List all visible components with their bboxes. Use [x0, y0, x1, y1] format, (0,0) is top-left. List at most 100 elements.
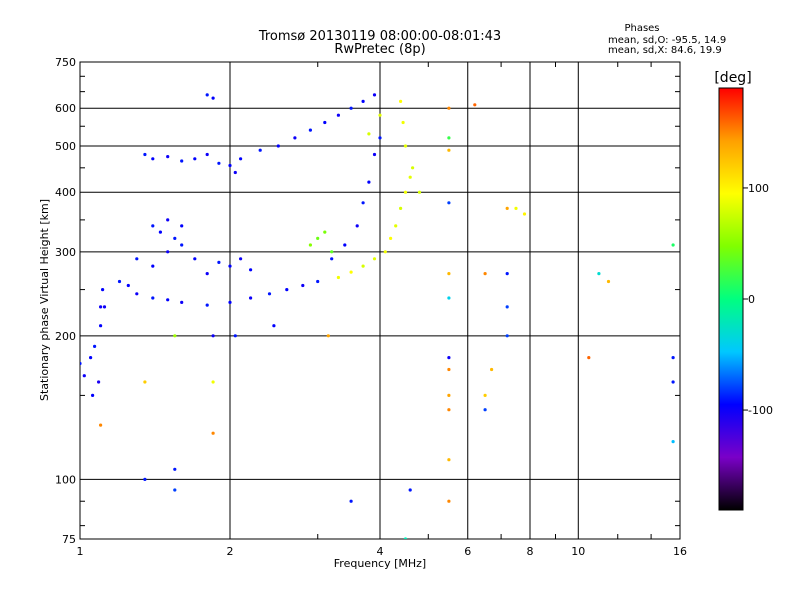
data-point-scattered [447, 458, 451, 462]
data-point-o [93, 344, 97, 348]
data-point-scattered [447, 393, 451, 397]
data-point-scattered [173, 334, 177, 338]
data-point-o [151, 264, 155, 268]
data-point-x [316, 236, 320, 240]
data-point-scattered [447, 499, 451, 503]
data-point-o [372, 152, 377, 157]
colorbar-tick-label: -100 [748, 404, 773, 417]
data-point-scattered [349, 499, 353, 503]
data-point-scattered [447, 106, 451, 110]
colorbar [718, 87, 744, 511]
data-point-o [228, 300, 232, 304]
data-point-scattered [606, 279, 611, 284]
data-point-x [403, 144, 408, 148]
data-point-scattered [417, 190, 422, 194]
data-point-o [143, 152, 147, 157]
data-point-scattered [99, 305, 103, 309]
data-point-o [355, 224, 359, 228]
data-point-o [97, 380, 101, 384]
data-point-scattered [671, 380, 675, 384]
data-point-x [399, 99, 403, 103]
data-point-scattered [447, 356, 451, 360]
data-points [80, 93, 675, 539]
data-point-o [361, 99, 365, 103]
data-point-x [378, 113, 382, 117]
y-tick-label: 400 [55, 186, 76, 199]
data-point-o [205, 272, 209, 276]
data-point-o [343, 243, 347, 247]
data-point-scattered [490, 367, 494, 372]
data-point-scattered [447, 148, 451, 152]
data-point-o [293, 136, 297, 140]
data-point-o [336, 113, 340, 117]
y-tick-label: 750 [55, 56, 76, 69]
data-point-x [401, 120, 405, 125]
phase-stats-o: mean, sd,O: -95.5, 14.9 [608, 35, 726, 46]
data-point-o [102, 305, 107, 309]
data-point-o [205, 303, 209, 307]
data-point-x [308, 243, 312, 247]
y-tick-label: 100 [55, 473, 76, 486]
data-point-o [151, 224, 155, 228]
data-point-o [211, 96, 215, 100]
data-point-o [166, 250, 170, 254]
data-point-scattered [211, 380, 215, 384]
data-point-o [239, 157, 243, 161]
data-point-scattered [403, 537, 408, 539]
grid-lines [80, 62, 680, 539]
data-point-o [372, 93, 377, 97]
y-tick-label: 500 [55, 140, 76, 153]
data-point-o [91, 393, 95, 397]
data-point-o [316, 279, 320, 284]
data-point-x [383, 250, 387, 254]
data-point-o [239, 257, 243, 261]
colorbar-tick-label: 100 [748, 182, 769, 195]
data-point-o [378, 136, 382, 140]
data-point-o [151, 157, 155, 161]
x-tick-label: 2 [227, 545, 234, 558]
data-point-o [233, 334, 237, 338]
y-axis-label: Stationary phase Virtual Height [km] [38, 199, 51, 401]
data-point-scattered [326, 334, 330, 338]
data-point-o [166, 155, 170, 159]
data-point-scattered [671, 356, 675, 360]
y-tick-label: 75 [62, 533, 76, 546]
data-point-scattered [173, 467, 177, 471]
data-point-o [193, 257, 197, 261]
data-point-o [330, 257, 334, 261]
x-tick-label: 1 [77, 545, 84, 558]
data-point-o [166, 218, 170, 222]
data-point-o [249, 296, 253, 300]
data-point-x [330, 250, 334, 254]
data-point-x [408, 175, 412, 179]
data-point-x [411, 166, 415, 170]
data-point-scattered [173, 488, 177, 492]
phase-stats-heading: Phases [624, 23, 659, 34]
chart-subtitle: RwPretec (8p) [334, 42, 425, 57]
chart-title: Tromsø 20130119 08:00:00-08:01:43 [258, 29, 501, 44]
data-point-o [233, 170, 237, 175]
data-point-o [158, 230, 162, 234]
x-tick-label: 4 [377, 545, 384, 558]
colorbar-tick-label: 0 [748, 293, 755, 306]
data-point-o [276, 144, 280, 148]
data-point-o [180, 159, 184, 163]
data-point-o [135, 257, 139, 261]
data-point-o [180, 300, 184, 304]
data-point-scattered [483, 408, 487, 412]
data-point-o [228, 264, 232, 268]
data-point-o [82, 374, 86, 378]
x-tick-label: 10 [571, 545, 585, 558]
data-point-o [126, 283, 130, 288]
data-point-x [372, 257, 377, 261]
data-point-o [173, 236, 177, 240]
data-point-scattered [211, 431, 215, 435]
data-point-x [389, 236, 393, 240]
data-point-scattered [671, 440, 675, 444]
data-point-x [394, 224, 398, 228]
data-point-o [267, 292, 272, 296]
data-point-scattered [522, 212, 527, 216]
data-point-o [99, 324, 103, 328]
data-point-scattered [99, 423, 103, 427]
x-tick-label: 8 [527, 545, 534, 558]
